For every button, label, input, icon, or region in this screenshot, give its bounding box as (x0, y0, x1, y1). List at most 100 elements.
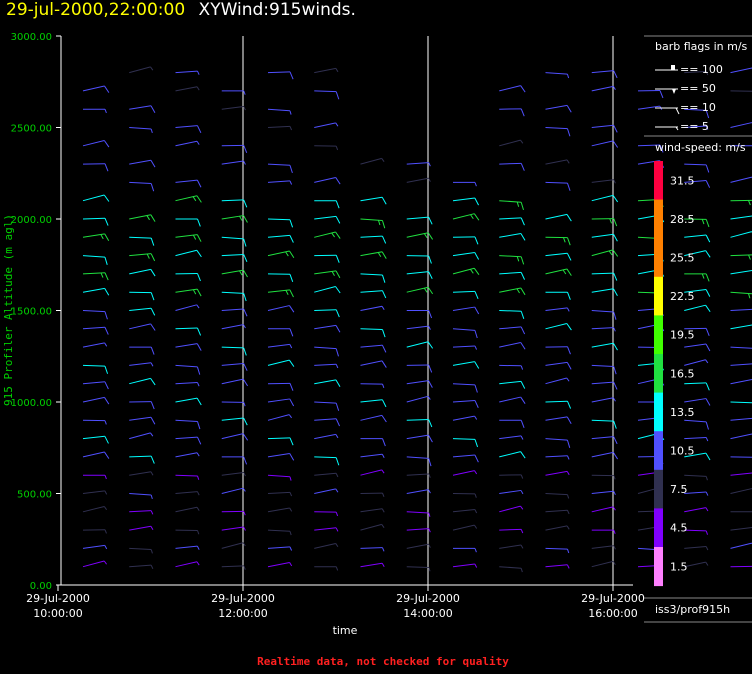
wind-barb-183 (406, 395, 431, 403)
wind-barb-172 (360, 196, 387, 205)
wind-barb-271 (591, 506, 616, 513)
wind-barb-367 (730, 122, 752, 128)
wind-barb-288 (591, 194, 619, 203)
y-tick-label-5: 2500.00 (11, 124, 52, 135)
wind-barb-97 (221, 160, 246, 165)
wind-barb-90 (221, 308, 248, 317)
wind-barb-333 (684, 304, 711, 313)
wind-barb-360 (730, 269, 752, 275)
wind-barb-254 (545, 361, 572, 370)
wind-barb-69 (175, 218, 201, 227)
wind-barb-276 (591, 419, 617, 429)
wind-barb-343 (684, 70, 709, 76)
wind-barb-225 (499, 435, 524, 440)
wind-barb-346 (730, 526, 752, 531)
wind-barb-213 (452, 252, 480, 260)
wind-barb-262 (545, 213, 572, 222)
wind-barb-127 (314, 542, 339, 549)
wind-barb-45 (129, 181, 155, 192)
wind-barb-41 (129, 268, 156, 277)
wind-barb-196 (452, 563, 478, 568)
wind-barb-136 (314, 379, 341, 388)
wind-barb-145 (314, 215, 341, 224)
wind-barb-352 (730, 417, 752, 421)
wind-barb-263 (545, 181, 571, 191)
wind-barb-48 (129, 105, 156, 113)
wind-barb-1 (82, 544, 108, 550)
wind-barb-61 (175, 364, 201, 375)
wind-barb-92 (221, 269, 248, 278)
wind-barb-272 (591, 490, 616, 495)
wind-barb-7 (82, 435, 109, 444)
speed-label-4: 19.5 (670, 329, 695, 342)
wind-barb-58 (175, 419, 201, 430)
wind-barb-147 (314, 176, 341, 185)
wind-barb-174 (406, 566, 431, 572)
wind-barb-20 (82, 194, 110, 202)
wind-barb-256 (545, 322, 572, 331)
wind-barb-329 (684, 382, 710, 391)
wind-barb-184 (406, 380, 433, 388)
wind-barb-322 (684, 507, 709, 513)
barb-layer (82, 66, 752, 573)
wind-barb-338 (684, 218, 710, 228)
wind-barb-171 (360, 218, 386, 229)
x-tick-date-3: 29-Jul-2000 (581, 592, 645, 605)
wind-barb-133 (314, 433, 339, 440)
wind-barb-65 (175, 288, 202, 297)
wind-barb-118 (267, 250, 295, 259)
wind-barb-23 (83, 108, 107, 114)
wind-barb-27 (129, 525, 154, 531)
wind-barb-320 (684, 545, 709, 551)
speed-swatch-3 (654, 276, 663, 316)
barb-legend-item-3: == 5 (655, 120, 709, 133)
barb-legend-label-1: == 50 (680, 82, 716, 95)
wind-barb-103 (267, 529, 292, 536)
wind-barb-260 (545, 252, 572, 261)
wind-barb-5 (83, 474, 107, 480)
wind-barb-38 (129, 323, 156, 331)
wind-barb-364 (730, 199, 752, 206)
wind-barb-44 (129, 214, 156, 222)
speed-swatch-8 (654, 469, 663, 509)
wind-barb-348 (730, 488, 752, 494)
wind-barb-143 (314, 254, 340, 263)
wind-barb-63 (175, 327, 202, 336)
wind-barb-187 (406, 325, 431, 330)
wind-barb-190 (406, 271, 433, 279)
wind-barb-344 (730, 565, 752, 568)
wind-barb-221 (499, 505, 524, 513)
wind-barb-11 (82, 364, 109, 374)
wind-barb-355 (730, 363, 752, 366)
wind-barb-57 (175, 436, 202, 445)
wind-barb-277 (591, 397, 616, 403)
wind-barb-46 (129, 159, 156, 168)
wind-barb-293 (591, 70, 618, 79)
wind-barb-159 (360, 438, 386, 447)
wind-barb-251 (545, 416, 572, 425)
wind-barb-235 (499, 255, 525, 265)
wind-barb-110 (267, 398, 295, 407)
wind-barb-368 (730, 90, 752, 92)
speed-swatch-10 (654, 547, 663, 587)
wind-barb-120 (267, 218, 294, 228)
wind-barb-220 (499, 528, 524, 534)
wind-barb-328 (684, 398, 711, 406)
barb-legend-item-2: == 10 (655, 101, 716, 115)
wind-barb-17 (82, 255, 108, 265)
wind-barb-150 (314, 90, 340, 100)
wind-barb-25 (129, 564, 154, 570)
wind-barb-230 (499, 342, 526, 350)
wind-barb-258 (545, 291, 571, 300)
speed-swatch-9 (654, 508, 663, 548)
wind-barb-98 (221, 144, 248, 154)
wind-barb-318 (637, 90, 664, 99)
wind-barb-116 (267, 289, 294, 298)
wind-barb-132 (314, 456, 340, 466)
plot-area (61, 36, 633, 585)
speed-swatch-2 (654, 238, 663, 278)
speed-label-7: 10.5 (670, 445, 695, 458)
wind-barb-241 (499, 108, 525, 117)
wind-barb-175 (406, 543, 431, 549)
